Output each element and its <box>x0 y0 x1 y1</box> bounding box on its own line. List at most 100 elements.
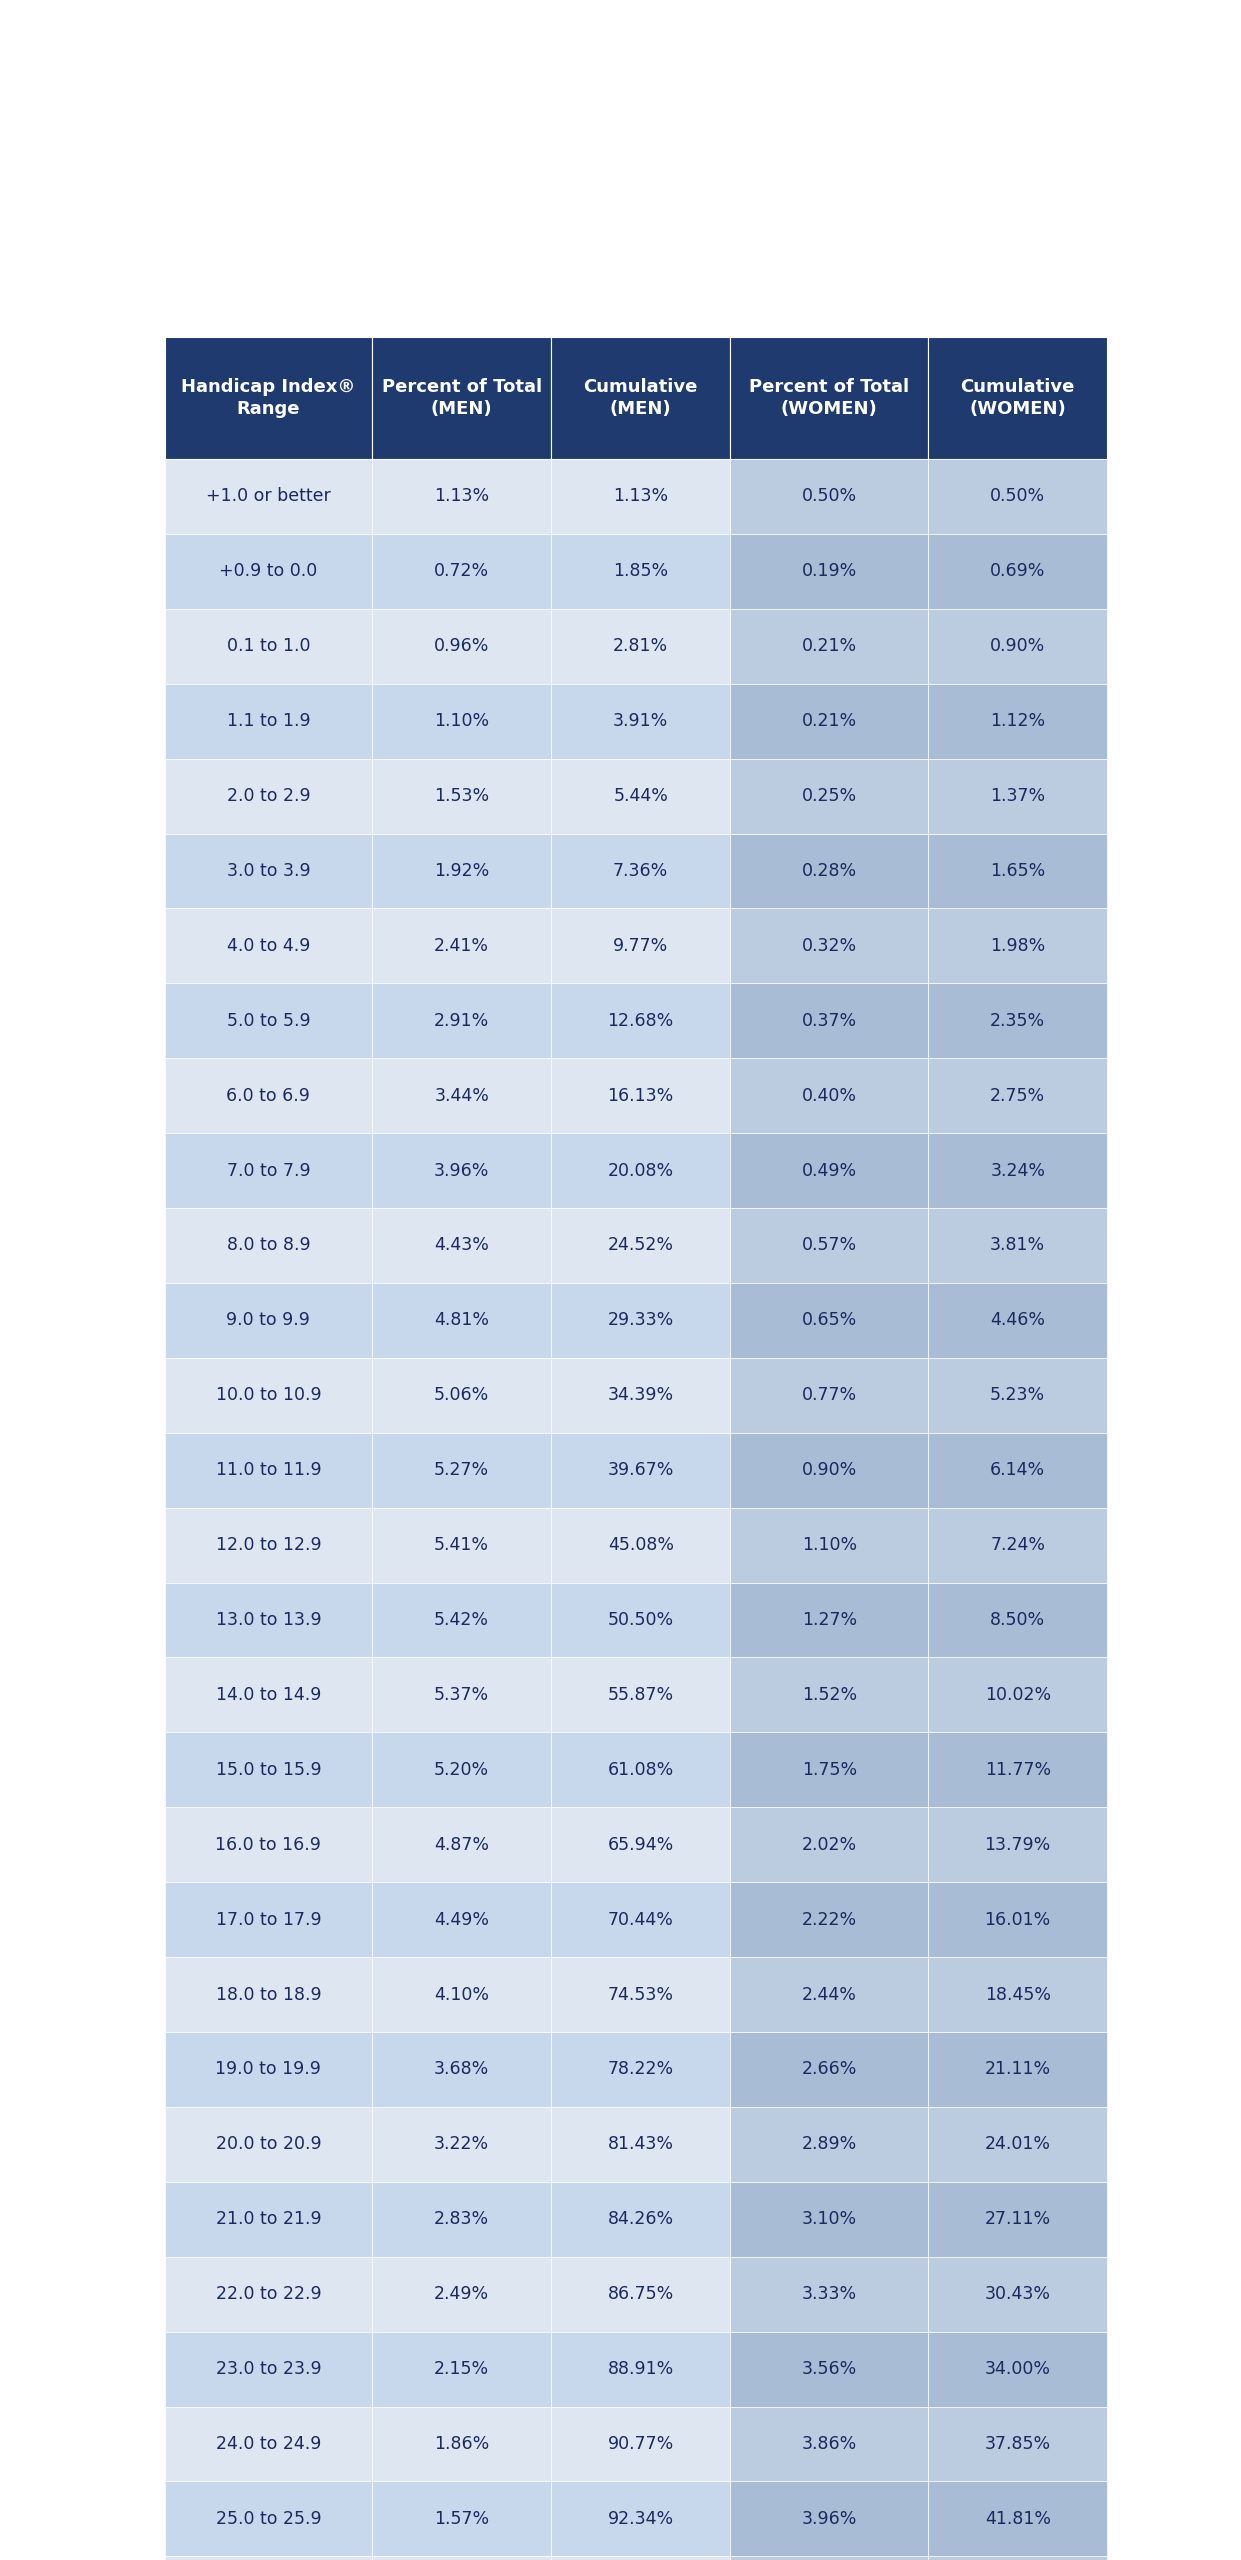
Text: 2.91%: 2.91% <box>434 1011 489 1029</box>
Text: 0.90%: 0.90% <box>802 1462 856 1480</box>
FancyBboxPatch shape <box>165 2033 372 2107</box>
Text: 74.53%: 74.53% <box>608 1987 674 2004</box>
Text: 37.85%: 37.85% <box>984 2435 1051 2452</box>
Text: 1.85%: 1.85% <box>613 563 669 581</box>
FancyBboxPatch shape <box>551 1882 730 1956</box>
Text: 3.86%: 3.86% <box>802 2435 856 2452</box>
FancyBboxPatch shape <box>928 2481 1107 2557</box>
FancyBboxPatch shape <box>551 1357 730 1434</box>
FancyBboxPatch shape <box>551 1807 730 1882</box>
FancyBboxPatch shape <box>928 1733 1107 1807</box>
FancyBboxPatch shape <box>551 1582 730 1656</box>
Text: 5.23%: 5.23% <box>990 1388 1045 1405</box>
FancyBboxPatch shape <box>165 909 372 983</box>
FancyBboxPatch shape <box>928 684 1107 758</box>
FancyBboxPatch shape <box>730 1582 928 1656</box>
FancyBboxPatch shape <box>928 1283 1107 1357</box>
Text: 18.0 to 18.9: 18.0 to 18.9 <box>216 1987 321 2004</box>
FancyBboxPatch shape <box>551 1733 730 1807</box>
Text: 24.52%: 24.52% <box>608 1236 674 1254</box>
Text: Handicap Index®
Range: Handicap Index® Range <box>181 379 356 417</box>
FancyBboxPatch shape <box>928 2557 1107 2560</box>
Text: 2.22%: 2.22% <box>802 1910 856 1928</box>
Text: 3.68%: 3.68% <box>434 2061 489 2079</box>
Text: 4.87%: 4.87% <box>434 1836 489 1853</box>
Text: 0.40%: 0.40% <box>802 1085 856 1106</box>
FancyBboxPatch shape <box>165 458 372 535</box>
Text: 2.49%: 2.49% <box>434 2286 489 2304</box>
Text: 1.12%: 1.12% <box>990 712 1045 730</box>
FancyBboxPatch shape <box>928 609 1107 684</box>
FancyBboxPatch shape <box>730 1508 928 1582</box>
FancyBboxPatch shape <box>165 2181 372 2258</box>
FancyBboxPatch shape <box>551 1057 730 1134</box>
Text: 4.10%: 4.10% <box>434 1987 489 2004</box>
FancyBboxPatch shape <box>551 2332 730 2406</box>
Text: Cumulative
(MEN): Cumulative (MEN) <box>583 379 697 417</box>
Text: 88.91%: 88.91% <box>608 2360 674 2378</box>
FancyBboxPatch shape <box>372 2107 551 2181</box>
Text: 1.75%: 1.75% <box>802 1761 856 1779</box>
Text: 0.19%: 0.19% <box>802 563 856 581</box>
Text: 12.0 to 12.9: 12.0 to 12.9 <box>216 1536 321 1554</box>
Text: 3.0 to 3.9: 3.0 to 3.9 <box>227 863 310 881</box>
Text: 3.33%: 3.33% <box>802 2286 856 2304</box>
Text: 2.41%: 2.41% <box>434 937 489 955</box>
FancyBboxPatch shape <box>551 2107 730 2181</box>
FancyBboxPatch shape <box>551 2258 730 2332</box>
Text: Cumulative
(WOMEN): Cumulative (WOMEN) <box>961 379 1075 417</box>
Text: 18.45%: 18.45% <box>985 1987 1051 2004</box>
Text: 19.0 to 19.9: 19.0 to 19.9 <box>216 2061 321 2079</box>
FancyBboxPatch shape <box>928 1656 1107 1733</box>
Text: 6.0 to 6.9: 6.0 to 6.9 <box>227 1085 310 1106</box>
FancyBboxPatch shape <box>165 758 372 835</box>
Text: 5.42%: 5.42% <box>434 1610 489 1628</box>
Text: 27.11%: 27.11% <box>984 2209 1051 2227</box>
Text: 0.1 to 1.0: 0.1 to 1.0 <box>227 637 310 655</box>
FancyBboxPatch shape <box>165 1882 372 1956</box>
FancyBboxPatch shape <box>928 1807 1107 1882</box>
Text: 1.10%: 1.10% <box>434 712 489 730</box>
Text: 1.65%: 1.65% <box>990 863 1045 881</box>
Text: 11.77%: 11.77% <box>984 1761 1051 1779</box>
FancyBboxPatch shape <box>730 684 928 758</box>
FancyBboxPatch shape <box>730 2481 928 2557</box>
FancyBboxPatch shape <box>551 909 730 983</box>
FancyBboxPatch shape <box>551 1134 730 1208</box>
FancyBboxPatch shape <box>551 2481 730 2557</box>
FancyBboxPatch shape <box>928 1357 1107 1434</box>
FancyBboxPatch shape <box>730 609 928 684</box>
FancyBboxPatch shape <box>372 1357 551 1434</box>
FancyBboxPatch shape <box>928 758 1107 835</box>
Text: 7.0 to 7.9: 7.0 to 7.9 <box>227 1162 310 1180</box>
Text: 29.33%: 29.33% <box>608 1311 674 1329</box>
FancyBboxPatch shape <box>165 1134 372 1208</box>
Text: 3.81%: 3.81% <box>990 1236 1045 1254</box>
FancyBboxPatch shape <box>730 2181 928 2258</box>
Text: 86.75%: 86.75% <box>608 2286 674 2304</box>
FancyBboxPatch shape <box>372 835 551 909</box>
FancyBboxPatch shape <box>730 2406 928 2481</box>
Text: 0.96%: 0.96% <box>434 637 489 655</box>
Text: +0.9 to 0.0: +0.9 to 0.0 <box>220 563 318 581</box>
Text: 84.26%: 84.26% <box>608 2209 674 2227</box>
Text: 6.14%: 6.14% <box>990 1462 1045 1480</box>
Text: 1.52%: 1.52% <box>802 1687 856 1705</box>
FancyBboxPatch shape <box>730 1807 928 1882</box>
Text: 8.50%: 8.50% <box>990 1610 1045 1628</box>
Text: 3.10%: 3.10% <box>802 2209 856 2227</box>
Text: 25.0 to 25.9: 25.0 to 25.9 <box>216 2509 321 2527</box>
Text: 8.0 to 8.9: 8.0 to 8.9 <box>227 1236 310 1254</box>
Text: 1.27%: 1.27% <box>802 1610 856 1628</box>
FancyBboxPatch shape <box>928 2181 1107 2258</box>
Text: 0.21%: 0.21% <box>802 637 856 655</box>
Text: 22.0 to 22.9: 22.0 to 22.9 <box>216 2286 321 2304</box>
FancyBboxPatch shape <box>928 1434 1107 1508</box>
Text: 5.06%: 5.06% <box>434 1388 489 1405</box>
Text: 5.0 to 5.9: 5.0 to 5.9 <box>227 1011 310 1029</box>
FancyBboxPatch shape <box>730 535 928 609</box>
FancyBboxPatch shape <box>372 1807 551 1882</box>
FancyBboxPatch shape <box>372 2258 551 2332</box>
Text: 17.0 to 17.9: 17.0 to 17.9 <box>216 1910 321 1928</box>
Text: 4.0 to 4.9: 4.0 to 4.9 <box>227 937 310 955</box>
